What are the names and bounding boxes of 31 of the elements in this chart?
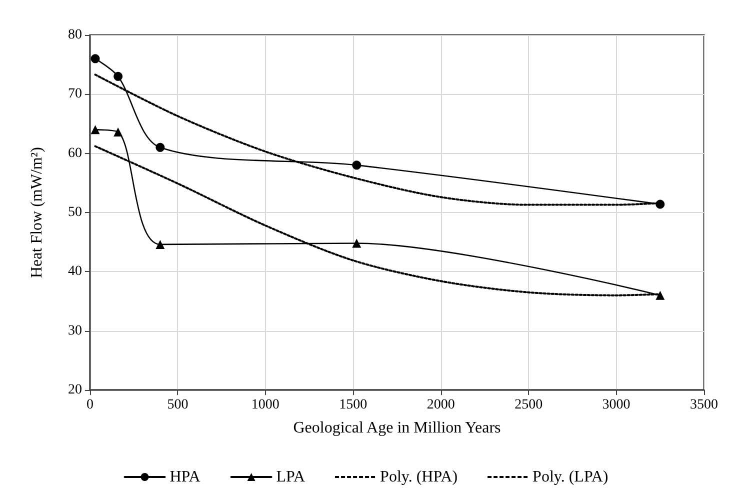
legend-label: LPA [276,468,306,486]
x-tick-label: 0 [86,398,94,412]
point [352,238,362,248]
x-tick-label: 500 [167,398,188,412]
x-axis-title: Geological Age in Million Years [293,420,501,436]
y-tick-label: 40 [68,264,82,280]
legend-label: Poly. (HPA) [380,468,458,486]
legend-label: HPA [170,468,201,486]
point [114,72,123,81]
y-tick-label: 60 [68,146,82,161]
y-tick-label: 70 [68,86,82,102]
point [156,142,165,152]
point [656,200,665,209]
y-tick-label: 20 [68,382,82,398]
point [656,290,665,300]
point [90,54,100,64]
x-tick-label: 3500 [690,398,718,412]
x-tick-label: 1000 [251,398,280,412]
x-tick-label: 3000 [602,398,630,412]
y-axis-title: Heat Flow (mW/m²) [28,147,46,278]
point [114,128,123,137]
legend-label: Poly. (LPA) [532,468,608,486]
x-tick-label: 2500 [514,398,543,412]
point [156,240,165,249]
point [90,125,100,134]
x-tick-label: 2000 [426,398,455,412]
point [352,160,362,170]
x-tick-label: 1500 [339,398,368,412]
y-tick-label: 30 [68,323,82,338]
y-tick-label: 50 [68,205,82,220]
y-tick-label: 80 [68,28,82,42]
